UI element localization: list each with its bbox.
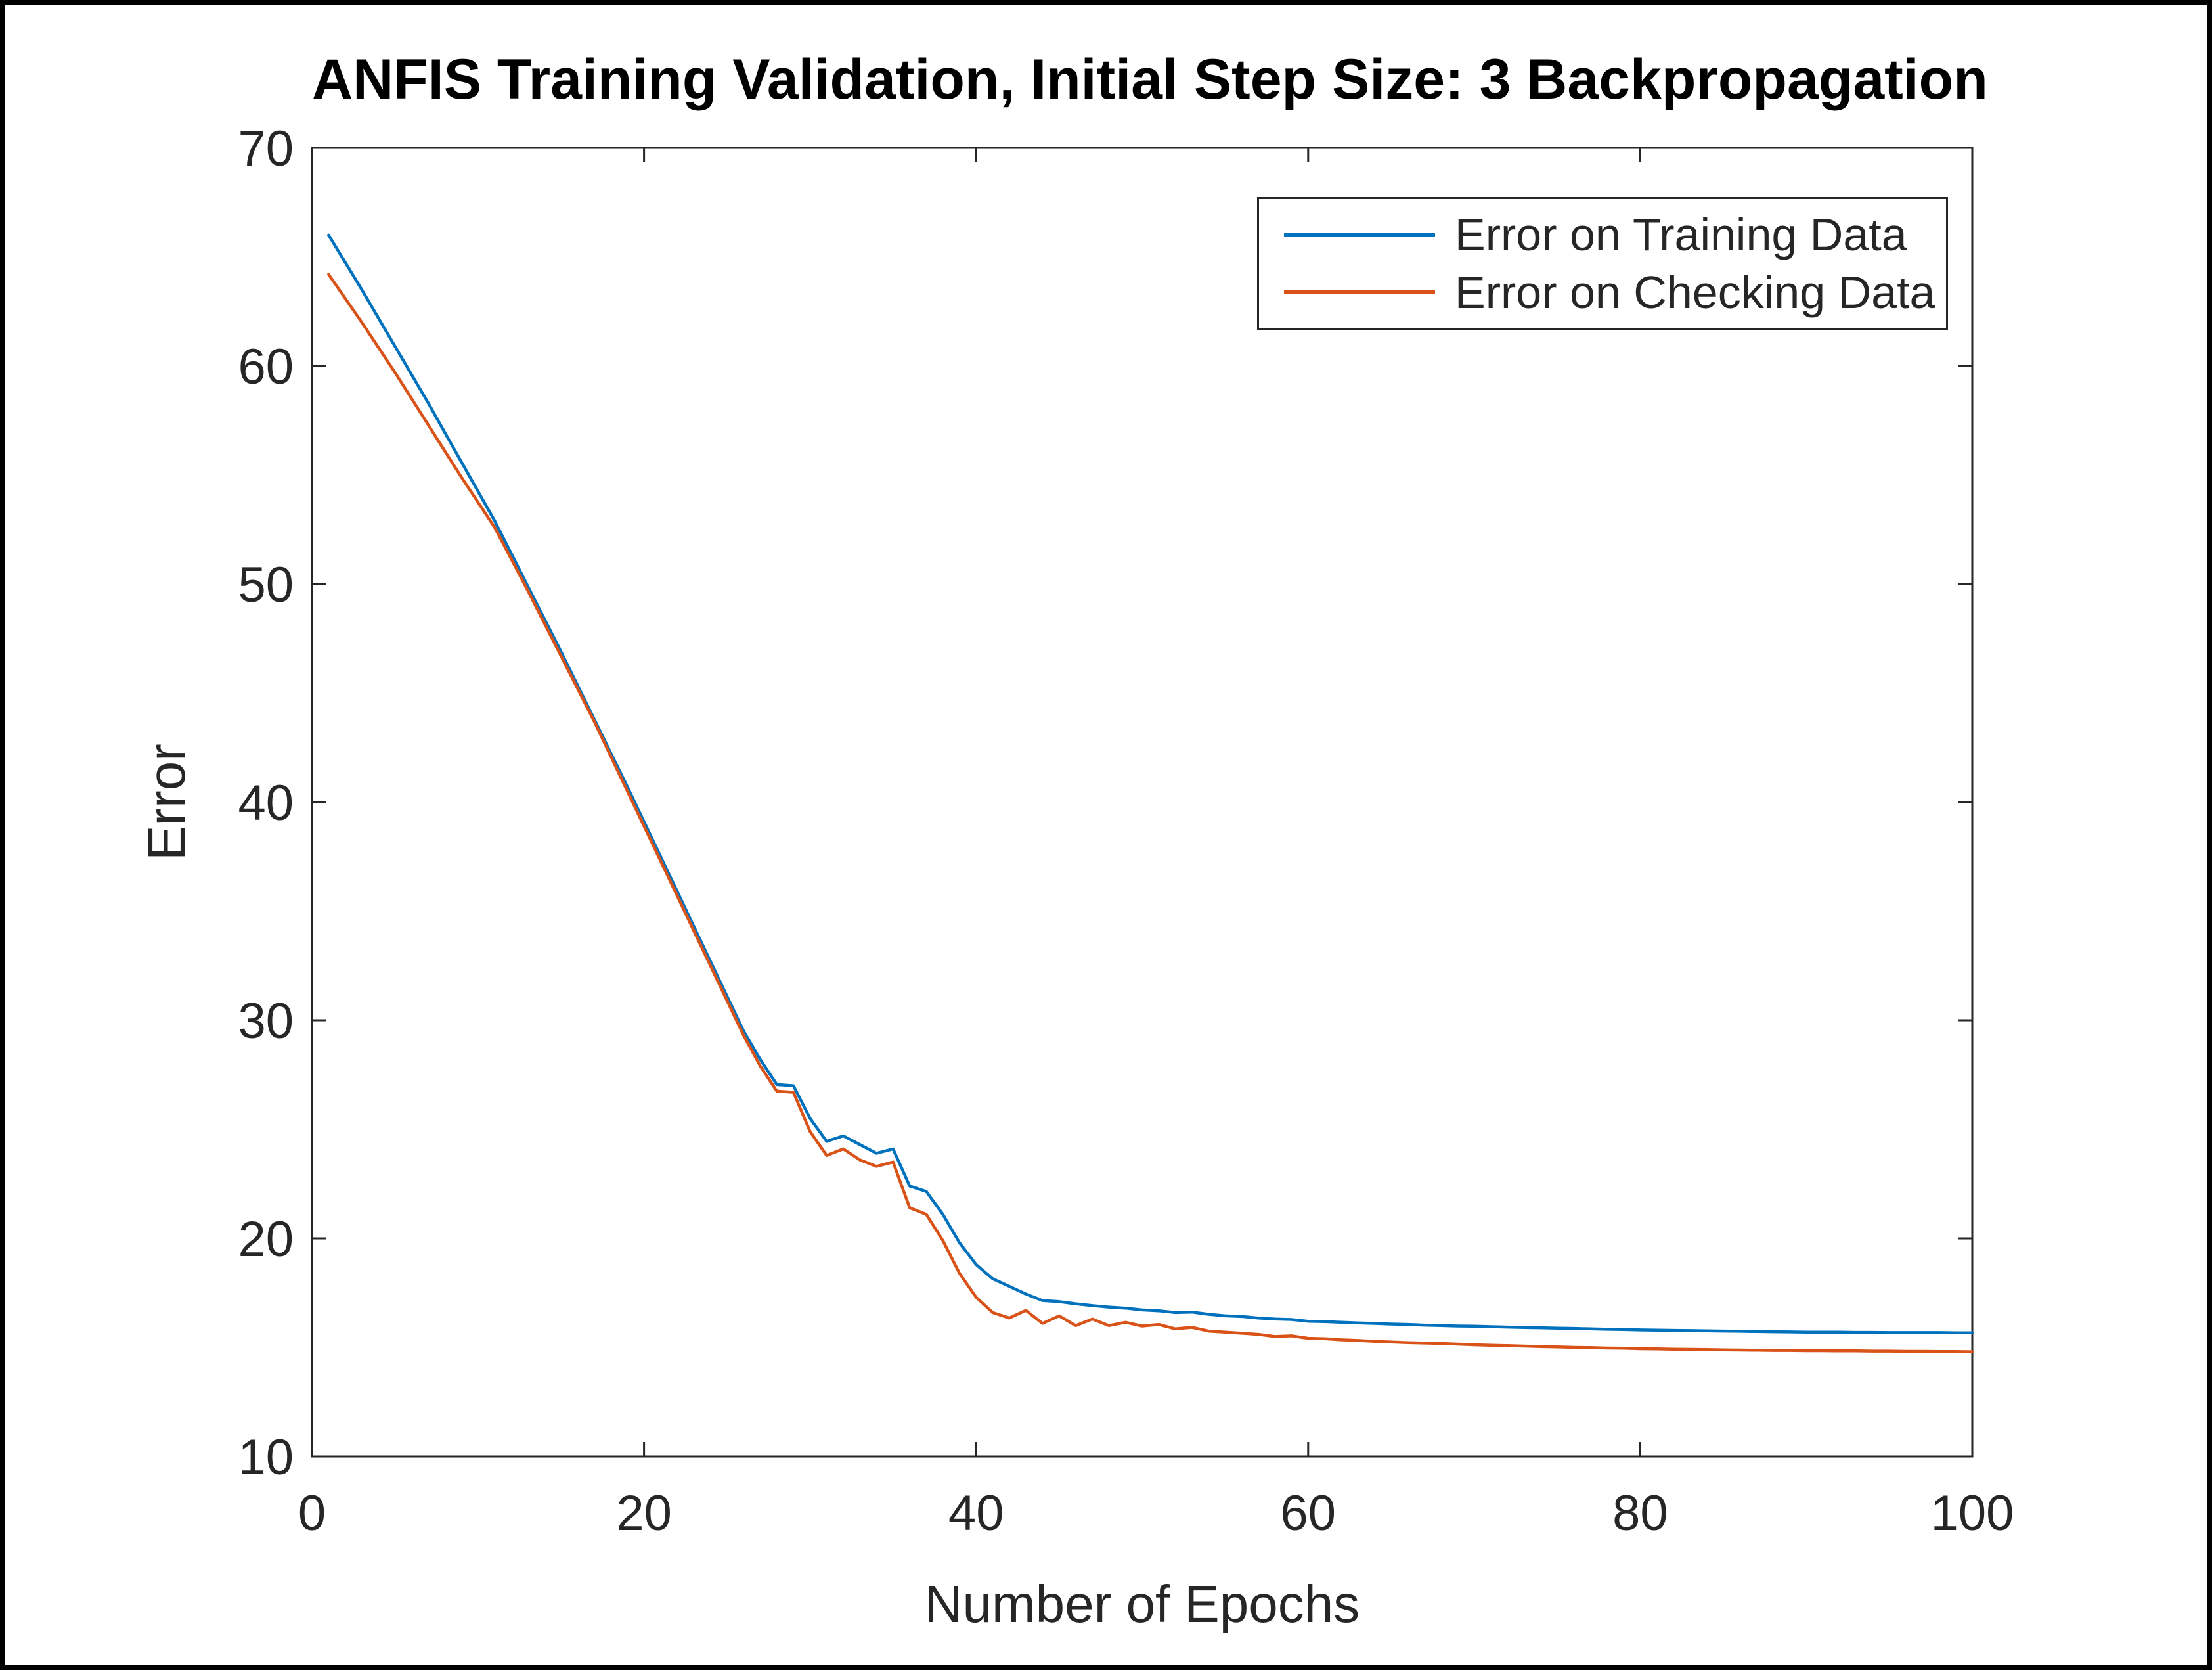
x-tick-label: 20 [616,1485,672,1541]
y-tick-label: 70 [238,121,294,177]
y-tick-label: 20 [238,1211,294,1267]
chart-title: ANFIS Training Validation, Initial Step … [312,48,1988,111]
checking-line-sample [1284,290,1435,295]
axes-box [311,147,1974,1458]
legend-row-checking: Error on Checking Data [1259,269,1946,315]
y-tick-label: 60 [238,339,294,395]
x-tick-label: 60 [1281,1485,1337,1541]
training-error-line [327,233,1974,1335]
training-line-sample [1284,232,1435,237]
checking-error-line [327,273,1974,1353]
x-tick-label: 80 [1612,1485,1668,1541]
y-tick-label: 10 [238,1430,294,1485]
x-tick-label: 40 [948,1485,1004,1541]
x-tick-label: 0 [298,1485,326,1541]
legend-label-checking: Error on Checking Data [1455,267,1936,319]
y-tick-label: 50 [238,557,294,613]
x-tick-label: 100 [1931,1485,2014,1541]
y-tick-label: 40 [238,775,294,831]
legend: Error on Training Data Error on Checking… [1257,197,1948,330]
legend-label-training: Error on Training Data [1455,208,1907,260]
y-tick-label: 30 [238,993,294,1049]
x-axis-label: Number of Epochs [924,1575,1360,1633]
y-axis-label: Error [137,744,196,861]
legend-row-training: Error on Training Data [1259,212,1946,258]
